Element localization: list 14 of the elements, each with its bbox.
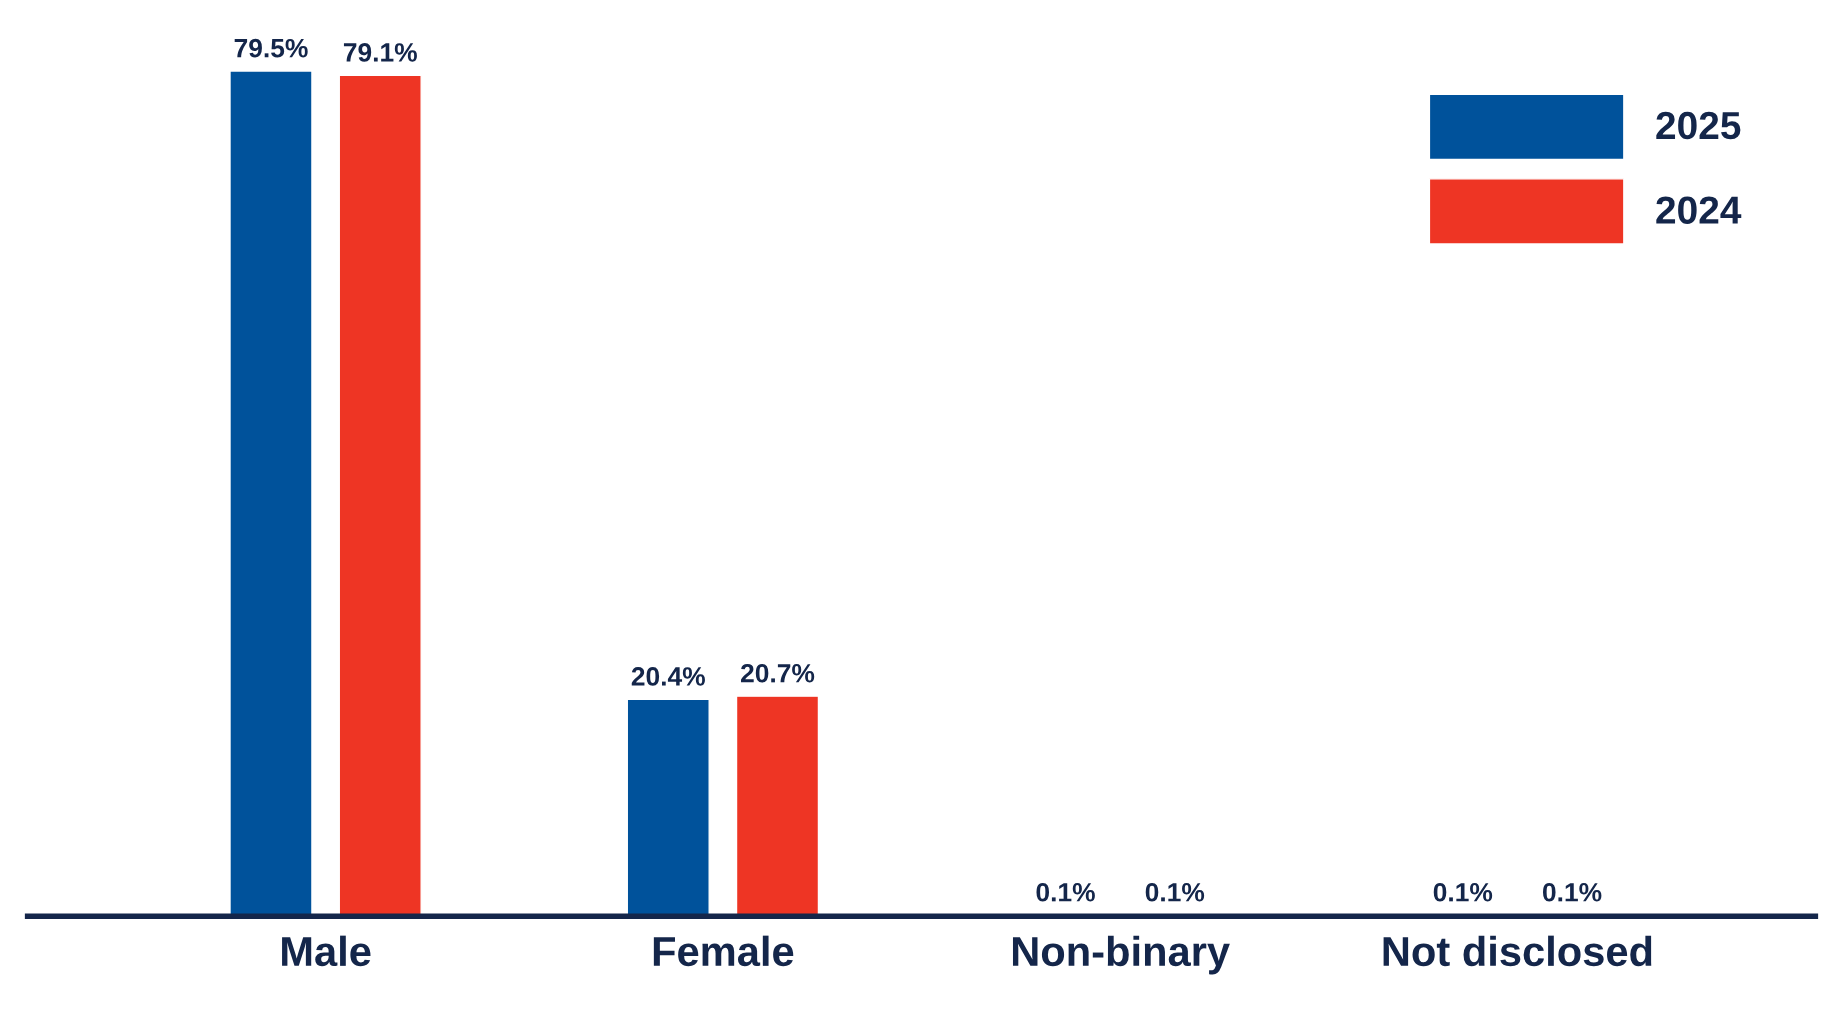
x-tick-label: Female: [653, 935, 794, 967]
legend-label: 2025: [1656, 111, 1741, 140]
data-label: 0.1%: [1036, 882, 1095, 902]
data-label: 20.7%: [741, 663, 815, 683]
x-tick-label: Not disclosed: [1383, 935, 1652, 967]
legend-label: 2024: [1656, 196, 1742, 224]
data-label: 0.1%: [1145, 882, 1205, 902]
data-label: 0.1%: [1543, 882, 1602, 902]
data-label: 0.1%: [1433, 882, 1493, 902]
data-label: 79.5%: [234, 38, 308, 58]
x-tick-label: Male: [282, 935, 371, 967]
data-label: 79.1%: [343, 43, 417, 62]
x-tick-label: Non-binary: [1012, 935, 1230, 975]
data-label: 20.4%: [631, 667, 705, 686]
